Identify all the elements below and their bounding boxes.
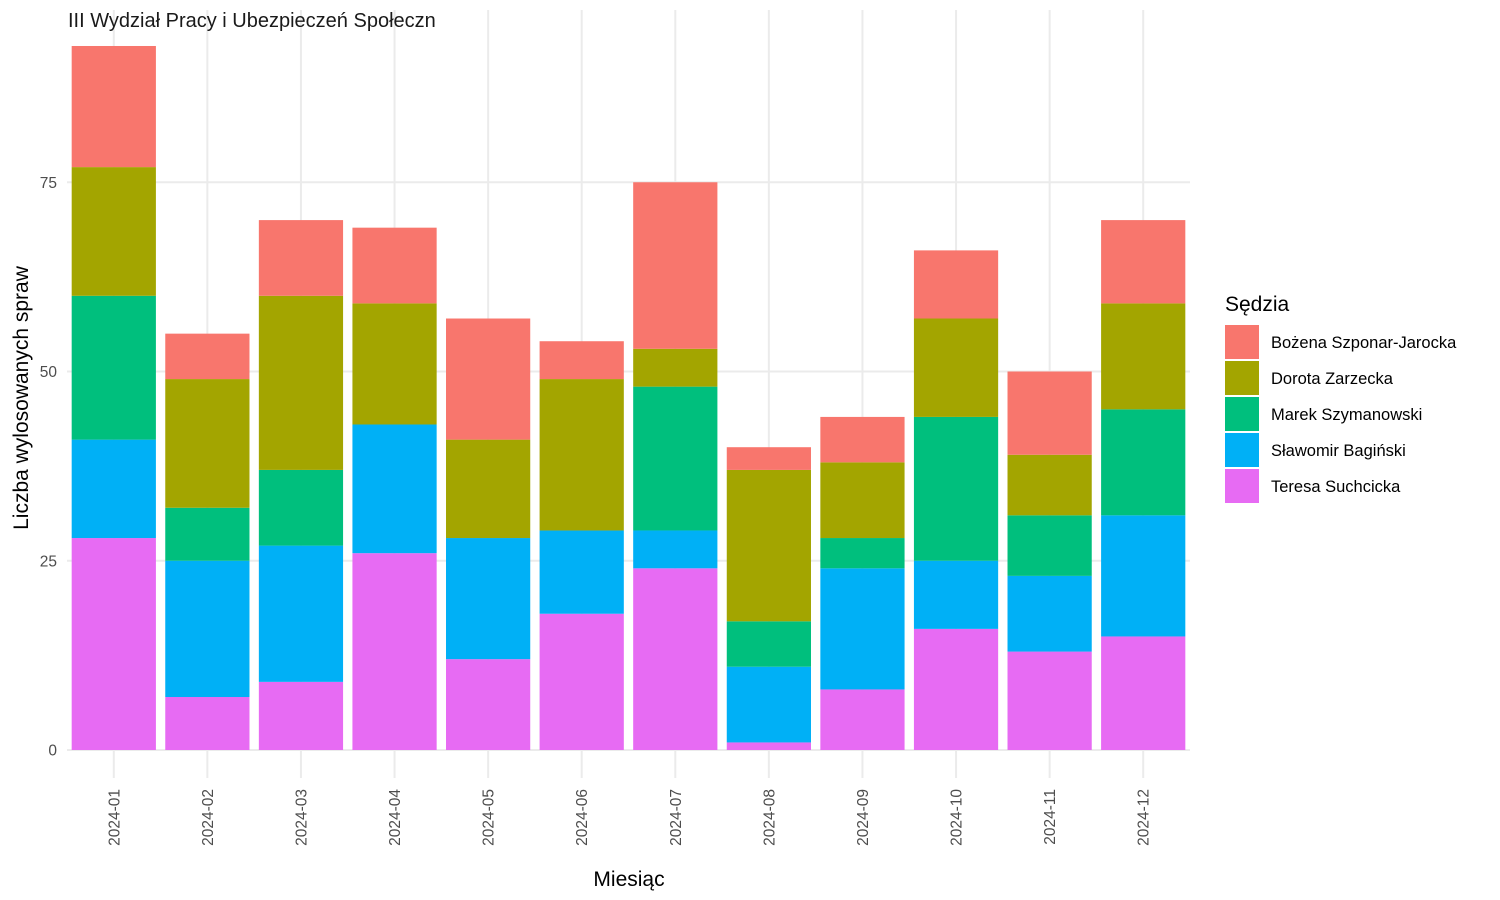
legend-title: Sędzia [1225,293,1290,316]
legend: Sędzia Bożena Szponar-Jarocka Dorota Zarz… [1225,293,1457,503]
x-tick-label: 2024-02 [200,789,217,846]
bar-segment [446,538,531,660]
x-tick-label: 2024-04 [387,789,404,846]
x-tick-label: 2024-07 [668,789,685,846]
legend-key [1225,397,1259,431]
bar-segment [820,462,905,539]
y-axis-title: Liczba wylosowanych spraw [10,265,33,530]
bar-segment [258,681,344,750]
bars [71,45,1186,750]
bar-segment [1007,515,1092,576]
bar-segment [446,659,531,750]
bar-segment [726,742,811,750]
bar-segment [1007,651,1092,750]
bar-segment [165,560,250,698]
x-tick-label: 2024-06 [574,789,591,846]
bar-segment [71,538,156,750]
bar-segment [539,341,624,380]
bar-segment [820,568,905,690]
bar-segment [446,318,531,440]
bar-segment [165,333,250,380]
bar-segment [726,666,811,743]
bar-segment [1007,371,1092,455]
x-tick-label: 2024-01 [106,789,123,846]
legend-label: Dorota Zarzecka [1271,370,1394,388]
y-axis-ticks: 0 25 50 75 [40,175,58,760]
bar-segment [352,227,437,304]
bar-segment [726,447,811,470]
x-tick-label: 2024-08 [761,789,778,846]
bar-segment [1101,409,1186,516]
y-tick-label: 0 [48,743,57,760]
legend-key [1225,469,1259,503]
bar-segment [633,182,718,349]
bar-segment [71,45,156,168]
bar-segment [913,416,999,561]
bar-segment [913,250,999,319]
bar-segment [1101,303,1186,410]
bar-segment [1007,575,1092,652]
bar-segment [258,220,344,296]
bar-segment [633,568,718,750]
bar-segment [820,538,905,569]
bar-segment [352,424,437,554]
bar-segment [1007,454,1092,516]
y-tick-label: 75 [40,175,57,192]
legend-key [1225,325,1259,359]
bar-segment [258,545,344,682]
legend-label: Marek Szymanowski [1271,406,1422,424]
bar-segment [539,379,624,531]
bar-segment [820,689,905,750]
x-tick-label: 2024-09 [855,789,872,846]
bar-segment [446,439,531,539]
legend-label: Sławomir Bagiński [1271,442,1406,460]
bar-segment [352,303,437,425]
bar-segment [726,621,811,667]
x-tick-label: 2024-12 [1136,789,1153,846]
bar-segment [165,507,250,561]
bar-segment [539,530,624,614]
bar-segment [820,416,905,463]
y-tick-label: 50 [40,364,58,381]
bar-segment [71,167,156,296]
bar-segment [165,697,250,750]
bar-segment [352,553,437,750]
bar-segment [165,379,250,508]
x-axis-ticks: 2024-01 2024-02 2024-03 2024-04 2024-05 2024-… [106,789,1152,846]
x-tick-label: 2024-05 [481,789,498,846]
bar-segment [913,560,999,629]
bar-segment [71,439,156,539]
bar-segment [539,613,624,750]
bar-segment [913,628,999,750]
bar-segment [1101,220,1186,304]
x-tick-label: 2024-03 [293,789,310,846]
legend-key [1225,361,1259,395]
chart-title: III Wydział Pracy i Ubezpieczeń Społeczn [68,10,436,32]
x-tick-label: 2024-10 [949,789,966,846]
bar-segment [1101,515,1186,637]
bar-segment [913,318,999,417]
bar-segment [71,295,156,440]
y-tick-label: 25 [40,553,57,570]
bar-segment [258,295,344,470]
bar-segment [258,469,344,546]
bar-segment [1101,636,1186,750]
bar-segment [633,348,718,387]
bar-segment [726,469,811,622]
legend-items: Bożena Szponar-Jarocka Dorota Zarzecka Mar… [1225,325,1457,503]
bar-segment [633,386,718,531]
legend-label: Teresa Suchcicka [1271,478,1401,496]
x-axis-title: Miesiąc [593,868,664,891]
legend-key [1225,433,1259,467]
legend-label: Bożena Szponar-Jarocka [1271,334,1457,352]
bar-segment [633,530,718,569]
x-tick-label: 2024-11 [1042,789,1059,845]
